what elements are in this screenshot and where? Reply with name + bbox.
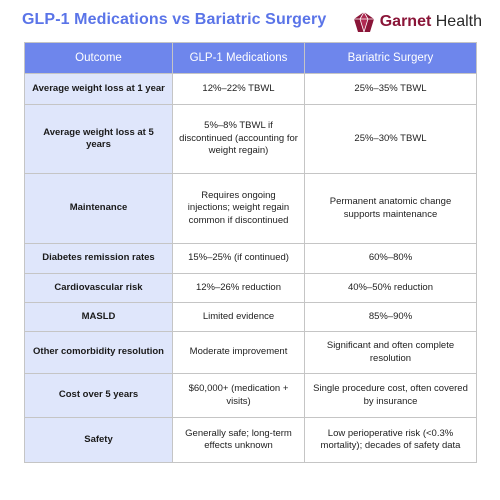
outcome-cell: Diabetes remission rates: [24, 243, 173, 274]
surgery-cell: 25%–30% TBWL: [304, 104, 477, 174]
surgery-cell: 85%–90%: [304, 302, 477, 332]
brand-name: Garnet Health: [380, 13, 482, 31]
surgery-cell: Single procedure cost, often covered by …: [304, 373, 477, 418]
glp1-cell: 12%–26% reduction: [172, 273, 305, 303]
glp1-cell: Moderate improvement: [172, 331, 305, 374]
outcome-cell: Cardiovascular risk: [24, 273, 173, 303]
table-row: Maintenance Requires ongoing injections;…: [24, 173, 477, 244]
outcome-cell: Maintenance: [24, 173, 173, 244]
outcome-cell: MASLD: [24, 302, 173, 332]
table-row: Safety Generally safe; long-term effects…: [24, 417, 477, 463]
surgery-cell: 25%–35% TBWL: [304, 73, 477, 105]
table-row: Cardiovascular risk 12%–26% reduction 40…: [24, 273, 477, 303]
page-header: GLP-1 Medications vs Bariatric Surgery G…: [22, 0, 482, 42]
surgery-cell: Permanent anatomic change supports maint…: [304, 173, 477, 244]
glp1-cell: 12%–22% TBWL: [172, 73, 305, 105]
outcome-cell: Safety: [24, 417, 173, 463]
surgery-cell: 40%–50% reduction: [304, 273, 477, 303]
glp1-cell: Limited evidence: [172, 302, 305, 332]
table-row: Diabetes remission rates 15%–25% (if con…: [24, 243, 477, 274]
table-row: Average weight loss at 1 year 12%–22% TB…: [24, 73, 477, 105]
outcome-cell: Average weight loss at 1 year: [24, 73, 173, 105]
table-row: Average weight loss at 5 years 5%–8% TBW…: [24, 104, 477, 174]
surgery-cell: Low perioperative risk (<0.3% mortality)…: [304, 417, 477, 463]
glp1-cell: 15%–25% (if continued): [172, 243, 305, 274]
table-row: MASLD Limited evidence 85%–90%: [24, 302, 477, 332]
glp1-cell: 5%–8% TBWL if discontinued (accounting f…: [172, 104, 305, 174]
column-header-glp1: GLP-1 Medications: [172, 42, 305, 74]
outcome-cell: Other comorbidity resolution: [24, 331, 173, 374]
brand-name-bold: Garnet: [379, 13, 432, 30]
table-row: Cost over 5 years $60,000+ (medication +…: [24, 373, 477, 418]
surgery-cell: Significant and often complete resolutio…: [304, 331, 477, 374]
table-row: Other comorbidity resolution Moderate im…: [24, 331, 477, 374]
outcome-cell: Cost over 5 years: [24, 373, 173, 418]
glp1-cell: Requires ongoing injections; weight rega…: [172, 173, 305, 244]
column-header-outcome: Outcome: [24, 42, 173, 74]
glp1-cell: Generally safe; long-term effects unknow…: [172, 417, 305, 463]
brand-logo: Garnet Health: [353, 10, 482, 34]
garnet-gem-icon: [353, 11, 374, 33]
brand-name-regular: Health: [431, 13, 482, 30]
glp1-cell: $60,000+ (medication + visits): [172, 373, 305, 418]
page-title: GLP-1 Medications vs Bariatric Surgery: [22, 11, 327, 28]
surgery-cell: 60%–80%: [304, 243, 477, 274]
table-header-row: Outcome GLP-1 Medications Bariatric Surg…: [24, 42, 477, 74]
comparison-table: Outcome GLP-1 Medications Bariatric Surg…: [24, 42, 477, 463]
outcome-cell: Average weight loss at 5 years: [24, 104, 173, 174]
column-header-surgery: Bariatric Surgery: [304, 42, 477, 74]
